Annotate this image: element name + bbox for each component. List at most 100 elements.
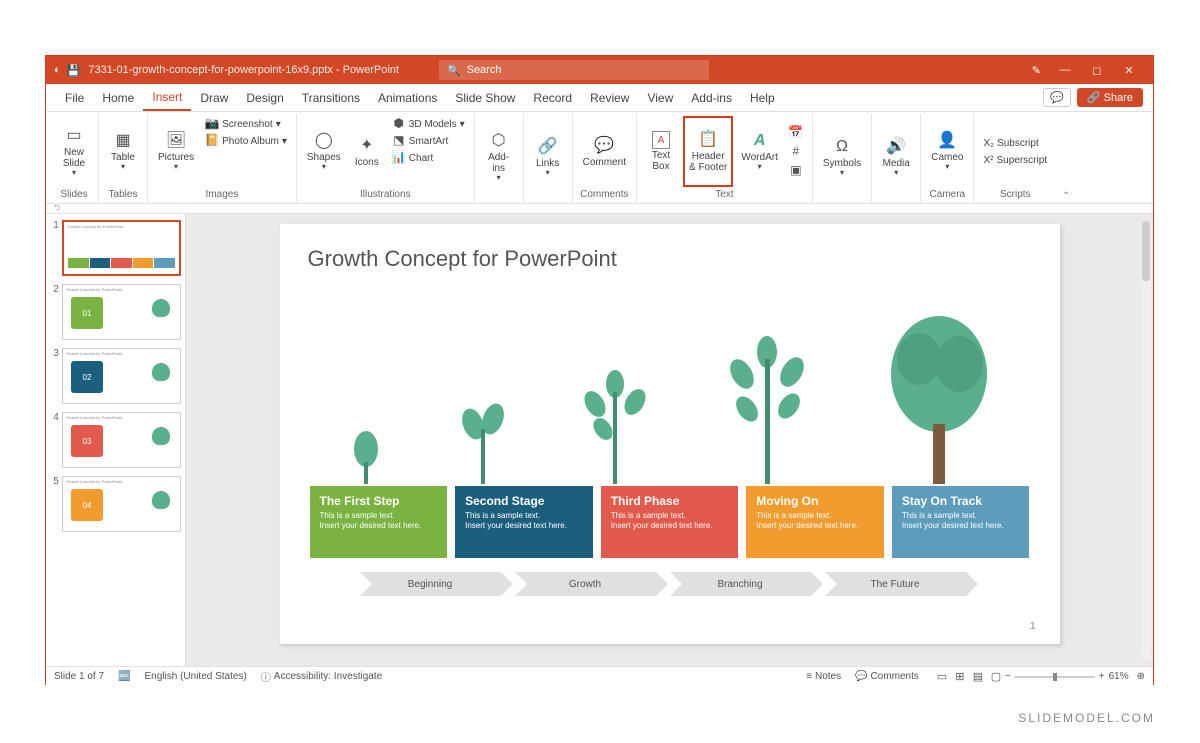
thumbnail-2[interactable]: 2Growth Concept for PowerPoint01 [48,282,183,342]
menu-record[interactable]: Record [524,84,581,111]
language-status[interactable]: English (United States) [145,671,247,682]
wordart-button[interactable]: AWordArt▾ [737,116,782,187]
maximize-button[interactable]: ◻ [1081,64,1113,77]
title-bar: ◐ 💾 7331-01-growth-concept-for-powerpoin… [46,56,1153,84]
group-media: 🔊Media▾ [872,114,921,203]
slide-counter[interactable]: Slide 1 of 7 [54,671,104,682]
group-symbols: ΩSymbols▾ [813,114,872,203]
3d-models-button[interactable]: ⬢3D Models ▾ [389,116,468,132]
menu-add-ins[interactable]: Add-ins [682,84,741,111]
slide: Growth Concept for PowerPoint The First … [280,224,1060,644]
stage-box: Stay On TrackThis is a sample text.Inser… [892,486,1030,558]
text-box-button[interactable]: AText Box [643,116,679,187]
icons-button[interactable]: ✦Icons [349,116,385,187]
pencil-icon[interactable]: ✎ [1032,64,1041,77]
quick-access: ⮌ [46,204,1153,214]
object-button[interactable]: ▣ [786,163,806,179]
header-footer-button[interactable]: 📋Header & Footer [683,116,733,187]
scrollbar[interactable] [1141,220,1151,660]
work-area: 1Growth Concept for PowerPoint2Growth Co… [46,214,1153,666]
table-button[interactable]: ▦Table▾ [105,116,141,187]
menu-animations[interactable]: Animations [369,84,446,111]
menu-draw[interactable]: Draw [191,84,237,111]
group-camera: 👤Cameo▾ Camera [921,114,974,203]
menu-transitions[interactable]: Transitions [293,84,369,111]
links-button[interactable]: 🔗Links▾ [530,116,566,198]
menu-home[interactable]: Home [93,84,143,111]
slide-canvas[interactable]: Growth Concept for PowerPoint The First … [186,214,1153,666]
menu-file[interactable]: File [56,84,93,111]
slide-title: Growth Concept for PowerPoint [308,246,1032,272]
smartart-button[interactable]: ⬔SmartArt [389,133,468,149]
menu-help[interactable]: Help [741,84,784,111]
stage-boxes: The First StepThis is a sample text.Inse… [310,486,1030,558]
subscript-button[interactable]: X₂ Subscript [980,137,1050,150]
comments-button[interactable]: 💬 [1043,88,1071,107]
cameo-button[interactable]: 👤Cameo▾ [927,116,967,187]
accessibility-status[interactable]: ⓘ Accessibility: Investigate [261,669,382,684]
stage-box: Third PhaseThis is a sample text.Insert … [601,486,739,558]
date-time-button[interactable]: 📅 [786,125,806,141]
reading-view-button[interactable]: ▤ [969,670,987,683]
shapes-button[interactable]: ◯Shapes▾ [303,116,345,187]
collapse-ribbon-button[interactable]: ⌄ [1056,180,1076,203]
document-title: 7331-01-growth-concept-for-powerpoint-16… [88,64,399,76]
app-icon: ◐ [54,64,61,76]
zoom-level[interactable]: 61% [1109,671,1129,682]
group-scripts: X₂ Subscript X² Superscript Scripts [974,114,1056,203]
normal-view-button[interactable]: ▭ [933,670,951,683]
spell-check-icon[interactable]: 🔤 [118,671,130,682]
arrow-label: The Future [825,572,966,596]
save-icon[interactable]: 💾 [67,64,81,77]
thumbnail-4[interactable]: 4Growth Concept for PowerPoint03 [48,410,183,470]
thumbnail-5[interactable]: 5Growth Concept for PowerPoint04 [48,474,183,534]
chart-button[interactable]: 📊Chart [389,150,468,166]
thumbnail-1[interactable]: 1Growth Concept for PowerPoint [48,218,183,278]
symbols-button[interactable]: ΩSymbols▾ [819,116,865,198]
group-tables: ▦Table▾ Tables [99,114,148,203]
plants-graphic [310,324,1030,484]
zoom-control[interactable]: − + 61% ⊕ [1005,671,1145,682]
watermark: SLIDEMODEL.COM [1018,711,1155,725]
screenshot-button[interactable]: 📷Screenshot ▾ [202,116,290,132]
comments-toggle[interactable]: 💬 Comments [855,671,919,682]
new-slide-button[interactable]: ▭New Slide▾ [56,116,92,187]
group-images: 🖼Pictures▾ 📷Screenshot ▾ 📔Photo Album ▾ … [148,114,297,203]
group-text: AText Box 📋Header & Footer AWordArt▾ 📅 #… [637,114,813,203]
group-slides: ▭New Slide▾ Slides [50,114,99,203]
minimize-button[interactable]: — [1049,64,1081,76]
slide-thumbnails: 1Growth Concept for PowerPoint2Growth Co… [46,214,186,666]
stage-box: Second StageThis is a sample text.Insert… [455,486,593,558]
group-addins: ⬡Add- ins▾ [475,114,524,203]
group-links: 🔗Links▾ [524,114,573,203]
comment-button[interactable]: 💬Comment [579,116,630,187]
slide-number-button[interactable]: # [786,144,806,160]
zoom-out-button[interactable]: − [1005,671,1011,682]
slideshow-view-button[interactable]: ▢ [987,670,1005,683]
arrow-labels: BeginningGrowthBranchingThe Future [360,572,980,596]
addins-button[interactable]: ⬡Add- ins▾ [481,116,517,198]
close-button[interactable]: ✕ [1113,64,1145,77]
fit-button[interactable]: ⊕ [1137,671,1145,682]
menu-slide-show[interactable]: Slide Show [446,84,524,111]
zoom-in-button[interactable]: + [1099,671,1105,682]
search-input[interactable]: 🔍 Search [439,60,709,80]
page-number: 1 [1030,621,1036,632]
sorter-view-button[interactable]: ⊞ [951,670,969,683]
arrow-label: Branching [670,572,811,596]
media-button[interactable]: 🔊Media▾ [878,116,914,198]
pictures-button[interactable]: 🖼Pictures▾ [154,116,198,187]
menu-insert[interactable]: Insert [143,84,191,111]
menu-design[interactable]: Design [237,84,292,111]
menu-review[interactable]: Review [581,84,638,111]
thumbnail-3[interactable]: 3Growth Concept for PowerPoint02 [48,346,183,406]
menu-view[interactable]: View [638,84,682,111]
notes-button[interactable]: ≡ Notes [806,671,841,682]
superscript-button[interactable]: X² Superscript [980,154,1050,167]
arrow-label: Beginning [360,572,501,596]
status-bar: Slide 1 of 7 🔤 English (United States) ⓘ… [46,666,1153,686]
photo-album-button[interactable]: 📔Photo Album ▾ [202,133,290,149]
ribbon: ▭New Slide▾ Slides ▦Table▾ Tables 🖼Pictu… [46,112,1153,204]
share-button[interactable]: 🔗 Share [1077,88,1143,107]
search-placeholder: Search [467,64,502,76]
